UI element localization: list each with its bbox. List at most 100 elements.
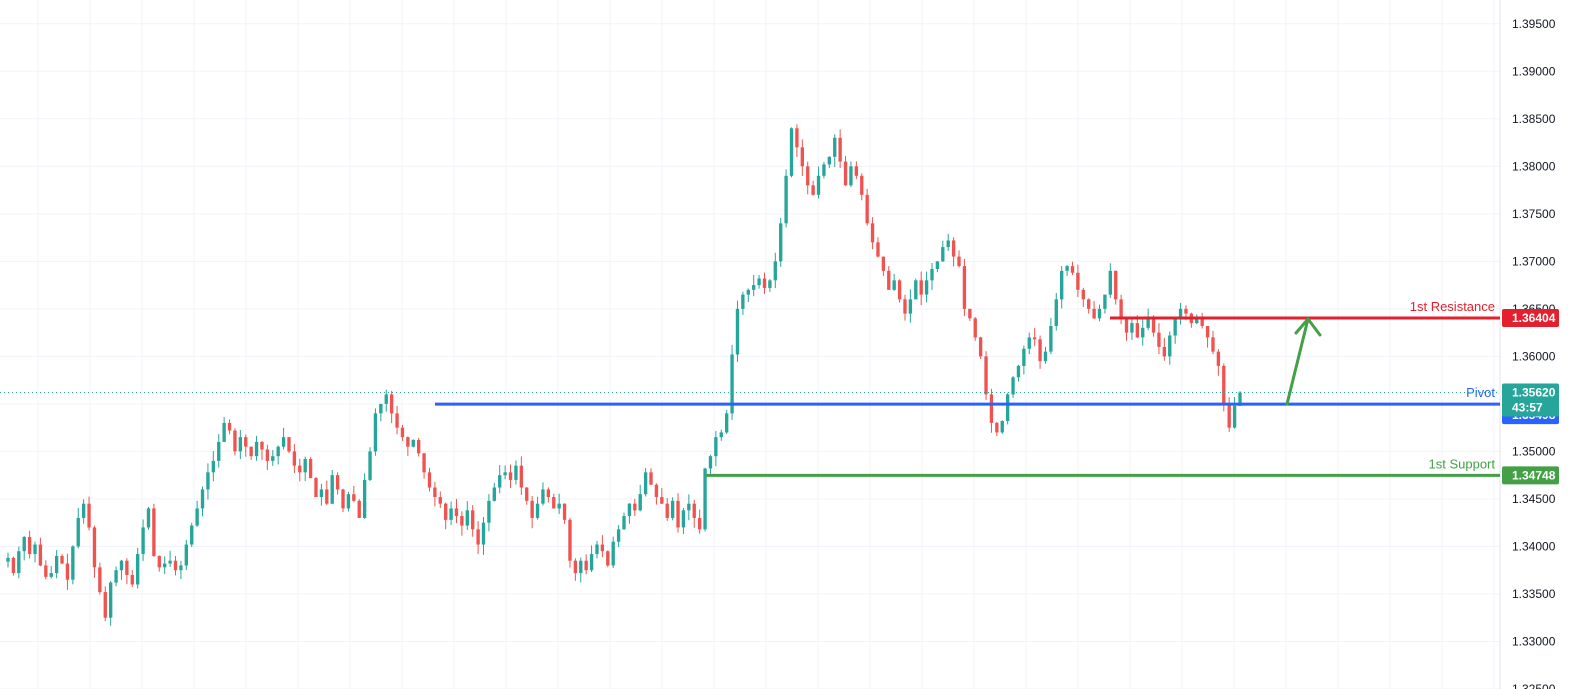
y-tick-label: 1.32500 — [1512, 682, 1556, 689]
candle — [1232, 397, 1237, 429]
candle-body — [249, 446, 253, 457]
candle-body — [1054, 299, 1058, 326]
candle — [373, 408, 378, 456]
candle — [854, 161, 859, 180]
candle — [973, 317, 977, 341]
candle-body — [552, 497, 556, 509]
level-label-2: 1st Support — [1429, 456, 1496, 471]
candle — [1124, 318, 1129, 341]
candle-body — [752, 285, 756, 290]
candle — [541, 482, 545, 506]
candle — [611, 536, 615, 569]
level-price-text-2: 1.34748 — [1512, 468, 1556, 482]
candle-body — [125, 560, 129, 575]
candle-body — [81, 503, 86, 518]
candle — [65, 553, 70, 590]
candle — [606, 550, 610, 568]
candle-body — [298, 465, 302, 473]
candle-body — [1168, 335, 1172, 357]
arrow-shaft — [1285, 317, 1310, 406]
candle-body — [1119, 299, 1123, 319]
candle-body — [946, 240, 950, 248]
candle-body — [973, 318, 977, 338]
candle — [941, 240, 945, 263]
candle — [870, 217, 875, 250]
level-price-text-0: 1.36404 — [1512, 311, 1556, 325]
candle-body — [179, 565, 183, 571]
candle-body — [114, 570, 118, 583]
candle-body — [471, 510, 475, 530]
candle-body — [773, 261, 777, 281]
candle-body — [211, 460, 216, 473]
candle — [741, 291, 745, 315]
candle-body — [454, 508, 459, 517]
candle — [811, 180, 815, 196]
candle-body — [838, 137, 842, 162]
candle — [157, 555, 161, 572]
candle-body — [1184, 308, 1188, 314]
candle-body — [1108, 270, 1112, 295]
candle — [498, 465, 502, 494]
candle-body — [195, 508, 199, 526]
candle-body — [136, 554, 140, 585]
candle-body — [465, 510, 469, 526]
candle-body — [730, 354, 734, 414]
candle — [643, 468, 648, 497]
candle — [389, 390, 394, 424]
y-tick-label: 1.38500 — [1512, 112, 1556, 126]
candle-body — [1070, 266, 1075, 273]
price-axis[interactable]: 1.39500 1.39000 1.38500 1.38000 1.37500 1.370… — [1512, 17, 1556, 689]
candle-body — [951, 240, 956, 257]
candle-body — [627, 503, 632, 517]
candle-body — [427, 472, 432, 488]
candle-body — [854, 166, 859, 176]
candle-body — [1238, 392, 1242, 406]
projection-arrow — [1285, 317, 1322, 406]
candle — [946, 233, 950, 251]
candle-body — [400, 427, 405, 438]
candle-body — [860, 175, 864, 195]
candle — [1157, 323, 1161, 355]
candle-body — [411, 440, 415, 447]
candle-body — [595, 544, 599, 555]
candle — [752, 275, 756, 297]
candle — [357, 499, 361, 518]
candle-body — [476, 529, 480, 545]
last-price-text: 1.35620 — [1512, 385, 1556, 399]
candle — [638, 484, 642, 512]
candle-body — [741, 294, 745, 309]
candle — [44, 560, 48, 580]
candle — [887, 266, 891, 290]
candle — [849, 161, 853, 187]
candle — [238, 429, 243, 460]
candle — [892, 273, 896, 291]
candle — [184, 539, 188, 571]
candle — [163, 556, 167, 575]
candle — [168, 550, 172, 567]
candle-body — [622, 516, 626, 530]
candle — [1162, 337, 1167, 361]
y-tick-label: 1.33500 — [1512, 587, 1556, 601]
candle-body — [481, 522, 486, 545]
candle-body — [422, 453, 426, 473]
candle — [779, 217, 783, 267]
candle — [71, 545, 75, 585]
level-price-badge-2 — [1502, 466, 1559, 485]
candle — [562, 503, 567, 524]
candle-body — [908, 299, 913, 314]
candle — [724, 410, 729, 435]
candle-body — [903, 299, 907, 314]
candle-body — [768, 280, 772, 288]
candle-body — [692, 503, 696, 518]
candle — [249, 446, 253, 460]
candle-body — [681, 510, 686, 528]
candle-body — [379, 403, 383, 414]
candle — [152, 503, 156, 557]
y-tick-label: 1.33000 — [1512, 634, 1556, 648]
candle — [708, 454, 713, 477]
candle — [108, 580, 113, 626]
candle-body — [292, 451, 297, 466]
candle-body — [498, 475, 502, 488]
